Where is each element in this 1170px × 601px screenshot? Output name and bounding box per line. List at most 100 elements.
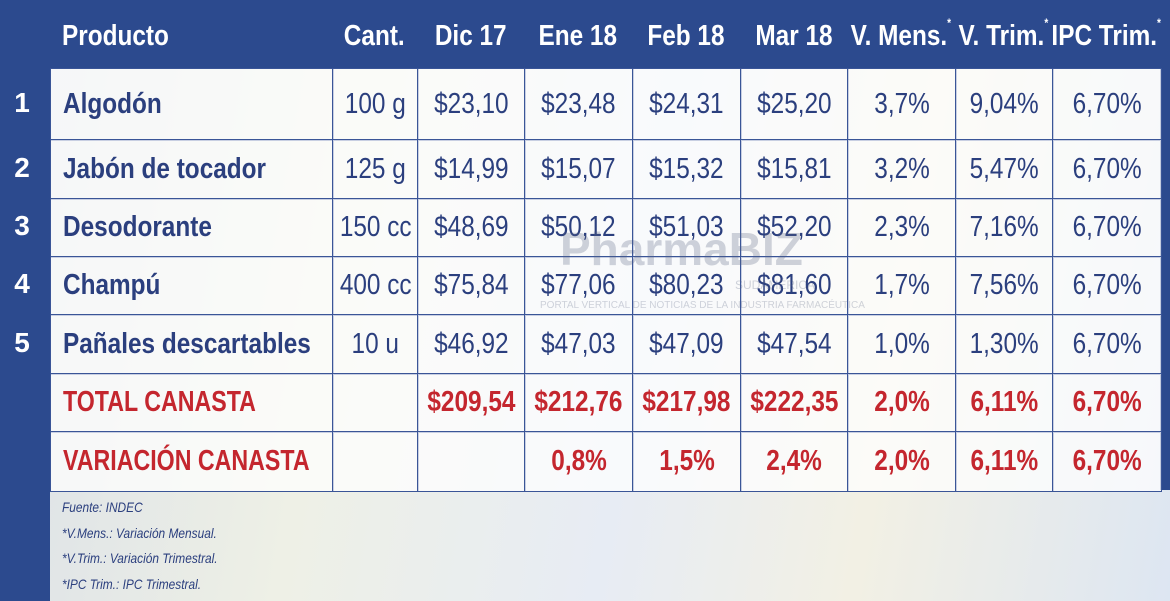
cell-value: 6,70% — [1072, 87, 1142, 120]
footnote: *IPC Trim.: IPC Trimestral. — [62, 575, 202, 592]
header-label: Ene 18 — [539, 20, 618, 53]
cell-value: $47,54 — [756, 327, 832, 360]
table-cell: 1,7% — [847, 256, 957, 316]
row-label: VARIACIÓN CANASTA — [63, 444, 310, 477]
table-cell: $48,69 — [417, 198, 526, 258]
header-text: Feb 18 — [647, 19, 725, 52]
cell-value: 6,11% — [970, 444, 1039, 477]
cell-value: $80,23 — [649, 269, 724, 302]
header-label: V. Mens.* — [850, 16, 952, 53]
table-cell: $51,03 — [632, 198, 742, 258]
table-cell: 1,0% — [847, 314, 957, 375]
cell-value: 100 g — [344, 87, 406, 120]
note-mark: * — [1157, 16, 1161, 30]
table-cell: $46,92 — [417, 314, 526, 375]
cell-value: $81,60 — [756, 269, 832, 302]
table-cell: 3,7% — [847, 68, 957, 141]
cell-value: $51,03 — [649, 211, 724, 244]
table-cell: $47,03 — [524, 314, 634, 375]
table-cell: 9,04% — [955, 68, 1054, 141]
cell-value: 10 u — [351, 327, 399, 360]
column-header: IPC Trim.* — [1051, 6, 1161, 66]
cell-value: 6,70% — [1072, 444, 1142, 477]
row-label: Algodón — [63, 87, 162, 120]
footnote: Fuente: INDEC — [62, 499, 143, 515]
column-header: Dic 17 — [417, 6, 524, 66]
table-cell: 6,70% — [1052, 198, 1162, 258]
cell-value: $77,06 — [541, 269, 616, 302]
table-cell: 1,30% — [955, 314, 1054, 375]
row-number: 5 — [14, 326, 30, 358]
header-text: IPC Trim. — [1051, 19, 1157, 52]
table-cell: 2,3% — [847, 198, 957, 258]
column-header: Cant. — [332, 6, 417, 66]
cell-value: $222,35 — [750, 386, 839, 419]
table-cell: $14,99 — [417, 139, 526, 200]
cell-value: 1,7% — [873, 269, 930, 302]
row-label: Champú — [63, 269, 161, 302]
table-cell: 5,47% — [955, 139, 1054, 200]
cell-value: $212,76 — [534, 386, 623, 419]
cell-value: $75,84 — [433, 269, 509, 302]
cell-value: $46,92 — [433, 327, 509, 360]
cell-value: 2,3% — [873, 211, 930, 244]
header-label: Producto — [62, 20, 169, 53]
table-cell: $77,06 — [524, 256, 634, 316]
footnote: *V.Mens.: Variación Mensual. — [62, 524, 217, 541]
note-mark: * — [947, 16, 951, 30]
table-cell: 6,70% — [1052, 314, 1162, 375]
row-label: Pañales descartables — [63, 327, 311, 360]
cell-value: 6,70% — [1072, 211, 1142, 244]
table-cell: $15,81 — [740, 139, 849, 200]
table-cell: 6,70% — [1052, 139, 1162, 200]
watermark-brand: PharmaBIZ — [560, 223, 803, 275]
table-cell: 6,70% — [1052, 431, 1162, 492]
column-header: V. Mens.* — [847, 6, 955, 66]
header-note: * — [1044, 15, 1049, 30]
row-number: 4 — [14, 268, 30, 299]
header-text: Producto — [62, 19, 169, 52]
row-number: 3 — [14, 210, 30, 241]
table-cell: $209,54 — [417, 373, 526, 433]
table-cell: 6,70% — [1052, 256, 1162, 316]
cell-value: 2,0% — [873, 444, 930, 477]
header-text: V. Mens. — [850, 19, 948, 52]
table-cell: 150 cc — [332, 198, 419, 258]
table-cell: 10 u — [332, 314, 419, 375]
table-cell — [332, 373, 419, 433]
row-label: Desodorante — [63, 211, 212, 244]
table-cell — [417, 431, 526, 492]
header-text: Cant. — [344, 19, 405, 52]
table-cell: Pañales descartables — [50, 314, 334, 375]
table-cell: 6,11% — [955, 373, 1054, 433]
header-text: Ene 18 — [538, 19, 618, 52]
cell-value: 125 g — [344, 152, 406, 185]
cell-value: $15,07 — [541, 152, 616, 185]
table-cell: 3,2% — [847, 139, 957, 200]
table-cell: 125 g — [332, 139, 419, 200]
column-header: Feb 18 — [632, 6, 740, 66]
cell-value: $217,98 — [642, 386, 731, 419]
table-cell: $24,31 — [632, 68, 742, 141]
table-cell: 6,70% — [1052, 373, 1162, 433]
table-cell: 1,5% — [632, 431, 742, 492]
table-cell: $47,54 — [740, 314, 849, 375]
note-mark: * — [1044, 16, 1048, 30]
row-number: 1 — [14, 86, 30, 118]
cell-value: 7,16% — [969, 211, 1039, 244]
cell-value: $52,20 — [756, 211, 832, 244]
cell-value: 1,5% — [658, 444, 715, 477]
header-label: Mar 18 — [755, 20, 832, 53]
footnote: *V.Trim.: Variación Trimestral. — [62, 550, 218, 566]
watermark-tagline: PORTAL VERTICAL DE NOTICIAS DE LA INDUST… — [540, 300, 865, 311]
cell-value: 6,70% — [1072, 386, 1142, 419]
table-cell: Algodón — [50, 68, 334, 141]
table-cell: 2,4% — [740, 431, 849, 492]
watermark-region: SUDAMÉRICA — [735, 278, 816, 292]
column-header: V. Trim.* — [955, 6, 1052, 66]
cell-value: 6,70% — [1072, 269, 1142, 302]
cell-value: $48,69 — [433, 211, 509, 244]
cell-value: $50,12 — [541, 211, 616, 244]
cell-value: $23,48 — [541, 87, 616, 120]
